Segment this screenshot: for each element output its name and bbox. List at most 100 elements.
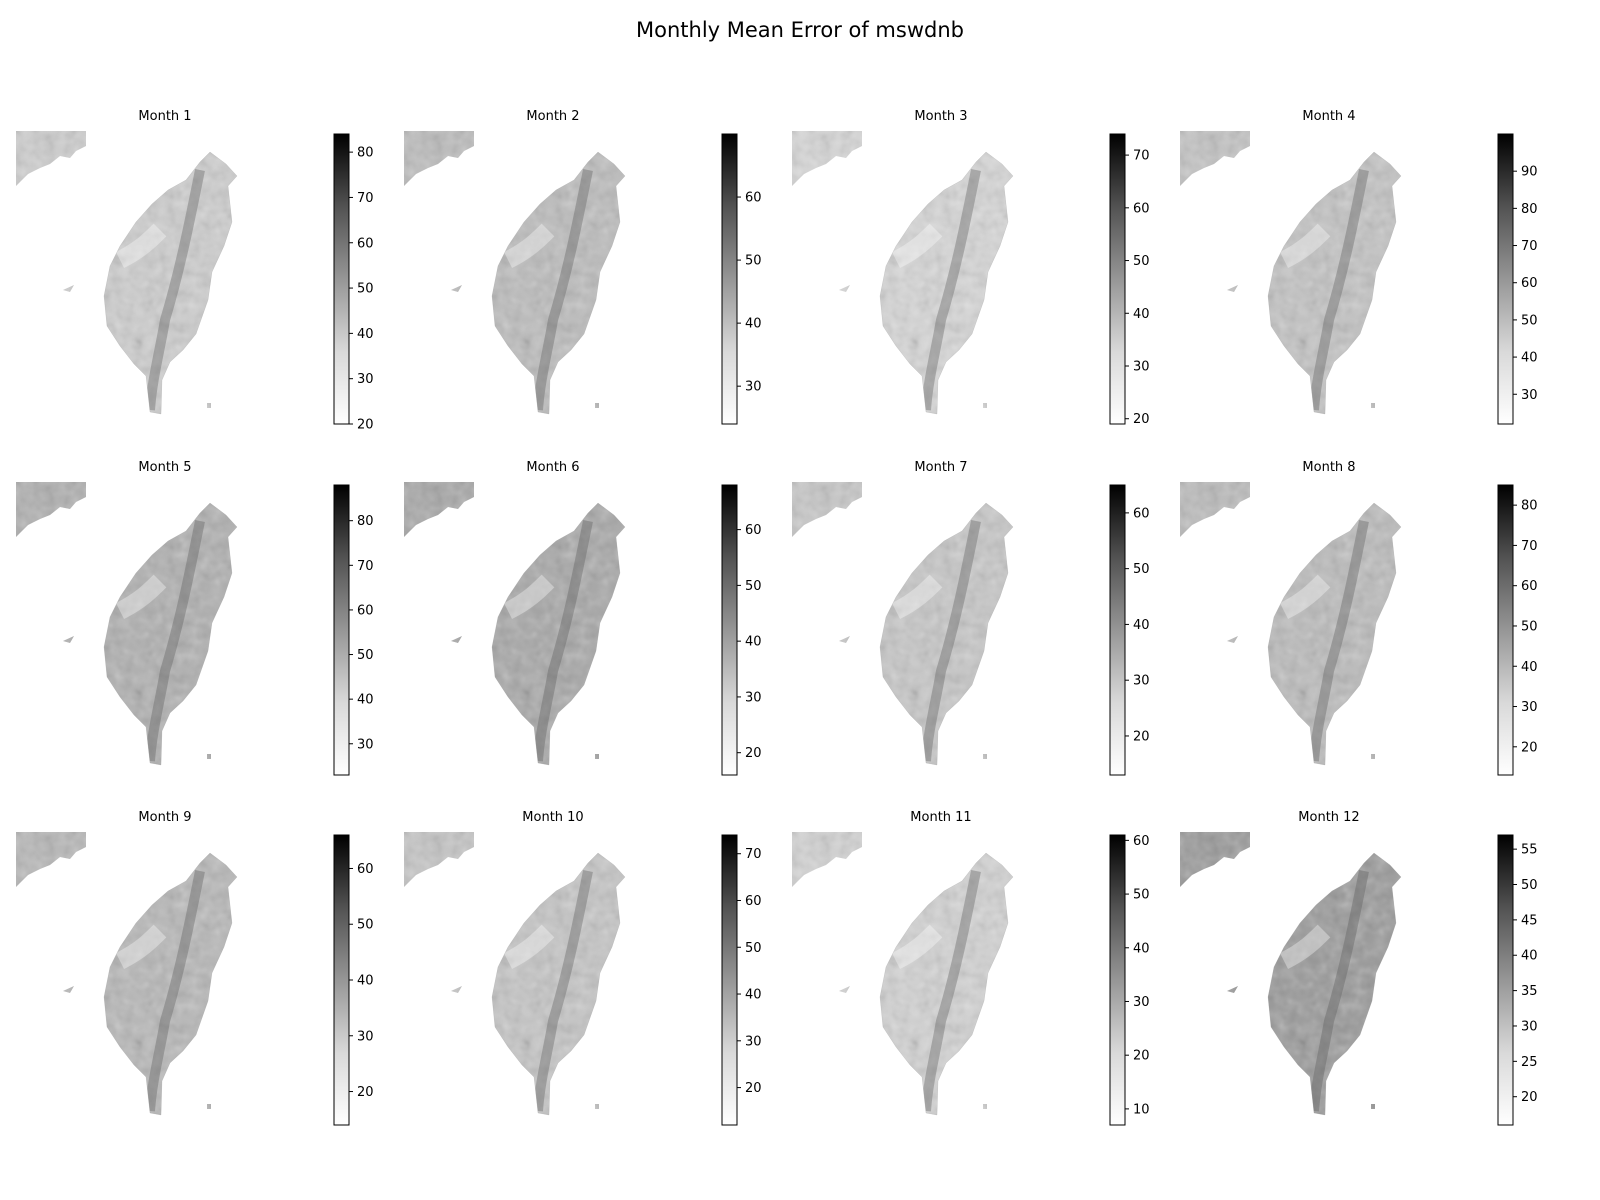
colorbar-tick-label: 40 xyxy=(1133,941,1150,956)
colorbar-tick-label: 60 xyxy=(745,523,762,538)
panel-title: Month 1 xyxy=(138,109,191,124)
colorbar-tick-label: 40 xyxy=(357,974,374,989)
colorbar xyxy=(333,834,350,1126)
colorbar-tick-label: 20 xyxy=(1133,412,1150,427)
colorbar-tick-label: 70 xyxy=(357,191,374,206)
colorbar-tick-label: 50 xyxy=(357,918,374,933)
panel-month-2: Month 2 30 40 50 60 xyxy=(404,109,762,425)
colorbar-tick-label: 60 xyxy=(1521,276,1538,291)
colorbar xyxy=(1109,484,1126,776)
colorbar-tick-label: 30 xyxy=(357,372,374,387)
colorbar-tick-label: 80 xyxy=(1521,499,1538,514)
colorbar xyxy=(1109,133,1126,425)
panel-title: Month 3 xyxy=(914,109,967,124)
colorbar-tick-label: 50 xyxy=(1133,562,1150,577)
panel-title: Month 9 xyxy=(138,810,191,825)
panel-title: Month 7 xyxy=(914,460,967,475)
colorbar xyxy=(1497,133,1514,425)
panel-month-5: Month 5 30 40 50 60 70 80 xyxy=(16,460,374,776)
panel-title: Month 4 xyxy=(1302,109,1355,124)
panel-month-8: Month 8 20 30 40 50 60 70 80 xyxy=(1180,460,1538,776)
colorbar xyxy=(333,484,350,776)
colorbar-tick-label: 70 xyxy=(1521,539,1538,554)
colorbar xyxy=(1497,834,1514,1126)
colorbar-tick-label: 30 xyxy=(745,1034,762,1049)
colorbar xyxy=(333,133,350,425)
colorbar-tick-label: 30 xyxy=(357,1029,374,1044)
heatmap-image xyxy=(1180,131,1401,414)
colorbar-tick-label: 40 xyxy=(745,317,762,332)
colorbar-tick-label: 60 xyxy=(357,236,374,251)
panel-month-3: Month 3 20 30 40 50 60 70 xyxy=(792,109,1150,427)
colorbar-tick-label: 80 xyxy=(1521,202,1538,217)
panel-title: Month 6 xyxy=(526,460,579,475)
colorbar xyxy=(721,133,738,425)
colorbar-tick-label: 30 xyxy=(357,737,374,752)
panel-title: Month 5 xyxy=(138,460,191,475)
colorbar-tick-label: 40 xyxy=(745,635,762,650)
colorbar-tick-label: 70 xyxy=(1521,239,1538,254)
panel-month-9: Month 9 20 30 40 50 60 xyxy=(16,810,374,1126)
panel-title: Month 8 xyxy=(1302,460,1355,475)
panel-title: Month 12 xyxy=(1298,810,1359,825)
colorbar-tick-label: 60 xyxy=(1133,506,1150,521)
heatmap-image xyxy=(16,832,237,1115)
colorbar-tick-label: 30 xyxy=(1133,674,1150,689)
colorbar-tick-label: 20 xyxy=(745,746,762,761)
panel-month-6: Month 6 20 30 40 50 60 xyxy=(404,460,762,776)
panel-month-4: Month 4 30 40 50 60 70 80 90 xyxy=(1180,109,1538,425)
colorbar-tick-label: 40 xyxy=(1521,660,1538,675)
panel-title: Month 10 xyxy=(522,810,583,825)
colorbar xyxy=(1109,834,1126,1126)
panel-title: Month 11 xyxy=(910,810,971,825)
heatmap-image xyxy=(792,482,1013,765)
colorbar-tick-label: 10 xyxy=(1133,1102,1150,1117)
colorbar-tick-label: 50 xyxy=(745,941,762,956)
heatmap-image xyxy=(792,832,1013,1115)
colorbar-tick-label: 30 xyxy=(1521,388,1538,403)
colorbar-tick-label: 30 xyxy=(745,380,762,395)
colorbar-tick-label: 60 xyxy=(745,894,762,909)
colorbar-tick-label: 25 xyxy=(1521,1055,1538,1070)
colorbar-tick-label: 80 xyxy=(357,514,374,529)
colorbar-tick-label: 40 xyxy=(1521,949,1538,964)
colorbar-tick-label: 80 xyxy=(357,146,374,161)
colorbar-tick-label: 50 xyxy=(357,648,374,663)
colorbar-tick-label: 20 xyxy=(1133,729,1150,744)
colorbar-tick-label: 70 xyxy=(745,847,762,862)
colorbar-tick-label: 30 xyxy=(1133,995,1150,1010)
colorbar-tick-label: 60 xyxy=(357,603,374,618)
colorbar-tick-label: 20 xyxy=(1521,740,1538,755)
colorbar xyxy=(721,834,738,1126)
panel-month-12: Month 12 20 25 30 35 40 45 50 55 xyxy=(1180,810,1538,1126)
panel-month-1: Month 1 20 30 40 50 60 70 80 xyxy=(16,109,374,433)
heatmap-image xyxy=(792,131,1013,414)
colorbar-tick-label: 40 xyxy=(1133,618,1150,633)
colorbar-tick-label: 50 xyxy=(1521,878,1538,893)
colorbar-tick-label: 20 xyxy=(1133,1049,1150,1064)
colorbar-tick-label: 30 xyxy=(1521,700,1538,715)
colorbar-tick-label: 40 xyxy=(1133,307,1150,322)
colorbar-tick-label: 20 xyxy=(357,1085,374,1100)
colorbar-tick-label: 70 xyxy=(357,559,374,574)
colorbar xyxy=(721,484,738,776)
colorbar-tick-label: 30 xyxy=(1521,1019,1538,1034)
colorbar-tick-label: 60 xyxy=(745,191,762,206)
colorbar-tick-label: 40 xyxy=(357,327,374,342)
heatmap-image xyxy=(1180,482,1401,765)
colorbar-tick-label: 55 xyxy=(1521,843,1538,858)
colorbar-tick-label: 50 xyxy=(745,254,762,269)
panel-month-11: Month 11 10 20 30 40 50 60 xyxy=(792,810,1150,1126)
colorbar-tick-label: 20 xyxy=(357,418,374,433)
colorbar-tick-label: 30 xyxy=(1133,360,1150,375)
colorbar-tick-label: 45 xyxy=(1521,913,1538,928)
colorbar-tick-label: 50 xyxy=(745,579,762,594)
colorbar xyxy=(1497,484,1514,776)
colorbar-tick-label: 50 xyxy=(1521,313,1538,328)
colorbar-tick-label: 50 xyxy=(1133,888,1150,903)
heatmap-image xyxy=(1180,832,1401,1115)
panel-month-7: Month 7 20 30 40 50 60 xyxy=(792,460,1150,776)
heatmap-image xyxy=(404,482,625,765)
colorbar-tick-label: 50 xyxy=(1133,254,1150,269)
